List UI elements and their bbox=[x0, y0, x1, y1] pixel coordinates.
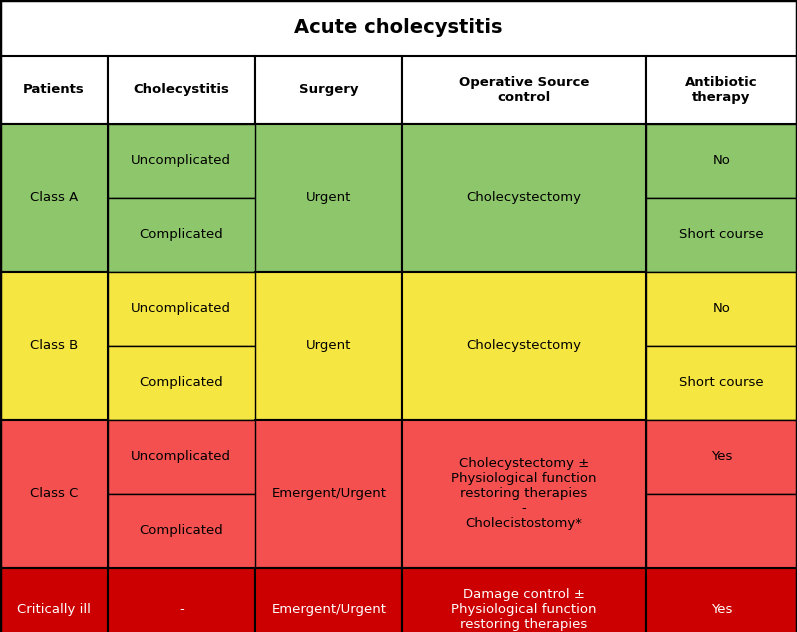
Text: Cholecystectomy: Cholecystectomy bbox=[466, 339, 582, 352]
Bar bbox=[108, 56, 255, 124]
Bar bbox=[108, 568, 255, 632]
Text: Uncomplicated: Uncomplicated bbox=[132, 302, 231, 315]
Bar bbox=[108, 494, 255, 568]
Bar bbox=[646, 346, 797, 420]
Bar bbox=[402, 272, 646, 420]
Bar bbox=[255, 568, 402, 632]
Bar bbox=[255, 272, 402, 420]
Text: Cholecystectomy: Cholecystectomy bbox=[466, 191, 582, 204]
Text: Short course: Short course bbox=[679, 228, 764, 241]
Bar bbox=[255, 124, 402, 272]
Bar bbox=[108, 346, 255, 420]
Text: Emergent/Urgent: Emergent/Urgent bbox=[271, 487, 387, 500]
Text: -: - bbox=[179, 604, 183, 616]
Text: Damage control ±
Physiological function
restoring therapies: Damage control ± Physiological function … bbox=[451, 588, 597, 631]
Bar bbox=[646, 124, 797, 198]
Bar bbox=[402, 420, 646, 568]
Bar bbox=[646, 568, 797, 632]
Bar bbox=[0, 56, 108, 124]
Bar bbox=[402, 568, 646, 632]
Text: Class A: Class A bbox=[29, 191, 78, 204]
Text: Acute cholecystitis: Acute cholecystitis bbox=[294, 18, 503, 37]
Bar bbox=[255, 56, 402, 124]
Text: Critically ill: Critically ill bbox=[17, 604, 91, 616]
Text: Class B: Class B bbox=[29, 339, 78, 352]
Bar bbox=[108, 272, 255, 346]
Bar bbox=[0, 272, 108, 420]
Bar bbox=[108, 420, 255, 494]
Text: Yes: Yes bbox=[711, 604, 732, 616]
Text: Cholecystitis: Cholecystitis bbox=[133, 83, 230, 96]
Text: Antibiotic
therapy: Antibiotic therapy bbox=[685, 76, 758, 104]
Bar bbox=[646, 420, 797, 494]
Text: Urgent: Urgent bbox=[306, 191, 351, 204]
Text: Uncomplicated: Uncomplicated bbox=[132, 450, 231, 463]
Text: Complicated: Complicated bbox=[139, 228, 223, 241]
Bar bbox=[0, 420, 108, 568]
Bar bbox=[108, 198, 255, 272]
Text: Operative Source
control: Operative Source control bbox=[459, 76, 589, 104]
Bar bbox=[402, 124, 646, 272]
Bar bbox=[646, 198, 797, 272]
Bar bbox=[402, 56, 646, 124]
Text: No: No bbox=[713, 302, 730, 315]
Text: Uncomplicated: Uncomplicated bbox=[132, 154, 231, 167]
Text: Complicated: Complicated bbox=[139, 524, 223, 537]
Text: Short course: Short course bbox=[679, 376, 764, 389]
Text: Yes: Yes bbox=[711, 450, 732, 463]
Bar bbox=[0, 0, 797, 56]
Text: Complicated: Complicated bbox=[139, 376, 223, 389]
Text: Cholecystectomy ±
Physiological function
restoring therapies
-
Cholecistostomy*: Cholecystectomy ± Physiological function… bbox=[451, 457, 597, 530]
Bar bbox=[646, 272, 797, 346]
Text: Urgent: Urgent bbox=[306, 339, 351, 352]
Bar bbox=[0, 124, 108, 272]
Text: Class C: Class C bbox=[29, 487, 78, 500]
Bar bbox=[646, 56, 797, 124]
Bar bbox=[255, 420, 402, 568]
Text: Emergent/Urgent: Emergent/Urgent bbox=[271, 604, 387, 616]
Text: No: No bbox=[713, 154, 730, 167]
Text: Surgery: Surgery bbox=[299, 83, 359, 96]
Bar bbox=[0, 568, 108, 632]
Bar bbox=[108, 124, 255, 198]
Text: Patients: Patients bbox=[23, 83, 84, 96]
Bar bbox=[646, 494, 797, 568]
